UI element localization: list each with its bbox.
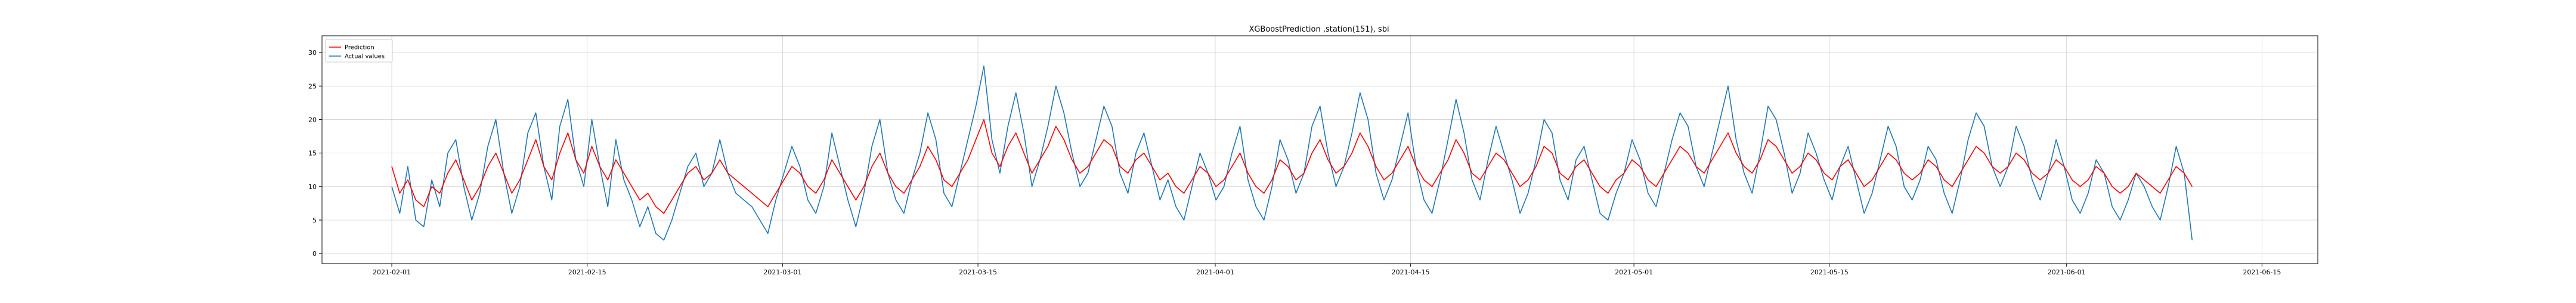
x-tick-label: 2021-06-01 xyxy=(2048,268,2086,276)
axis-ticks: 2021-02-01 2021-02-15 2021-03-01 2021-03-15… xyxy=(308,49,2281,276)
x-tick-label: 2021-04-15 xyxy=(1392,268,1430,276)
y-tick-label: 15 xyxy=(308,150,317,157)
plot-frame xyxy=(321,35,2318,264)
x-tick-label: 2021-02-01 xyxy=(373,268,411,276)
y-tick-label: 25 xyxy=(308,82,317,90)
x-tick-label: 2021-03-15 xyxy=(959,268,997,276)
x-tick-label: 2021-02-15 xyxy=(568,268,606,276)
series-lines xyxy=(391,65,2193,241)
legend: Prediction Actual values xyxy=(325,39,393,63)
chart-title: XGBoostPrediction ,station(151), sbi xyxy=(1249,25,1389,34)
x-tick-label: 2021-05-01 xyxy=(1615,268,1653,276)
x-tick-label: 2021-06-15 xyxy=(2243,268,2281,276)
y-tick-label: 0 xyxy=(312,250,317,258)
legend-label-prediction: Prediction xyxy=(345,45,374,51)
grid xyxy=(322,36,2318,264)
y-tick-label: 20 xyxy=(308,116,317,123)
y-tick-label: 30 xyxy=(308,49,317,57)
y-tick-label: 5 xyxy=(312,217,317,224)
series-line-actual xyxy=(391,65,2193,241)
x-tick-label: 2021-04-01 xyxy=(1196,268,1234,276)
legend-label-actual: Actual values xyxy=(345,54,385,60)
y-tick-label: 10 xyxy=(308,183,317,191)
legend-box xyxy=(325,39,393,63)
series-line-prediction xyxy=(391,119,2193,214)
x-tick-label: 2021-05-15 xyxy=(1810,268,1849,276)
x-tick-label: 2021-03-01 xyxy=(763,268,801,276)
